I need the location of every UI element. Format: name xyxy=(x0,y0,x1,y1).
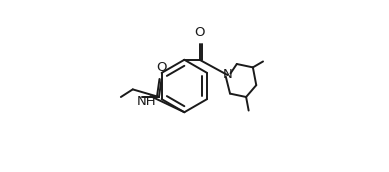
Text: NH: NH xyxy=(137,95,156,108)
Text: O: O xyxy=(156,61,167,74)
Text: O: O xyxy=(194,26,205,39)
Text: N: N xyxy=(223,68,232,81)
